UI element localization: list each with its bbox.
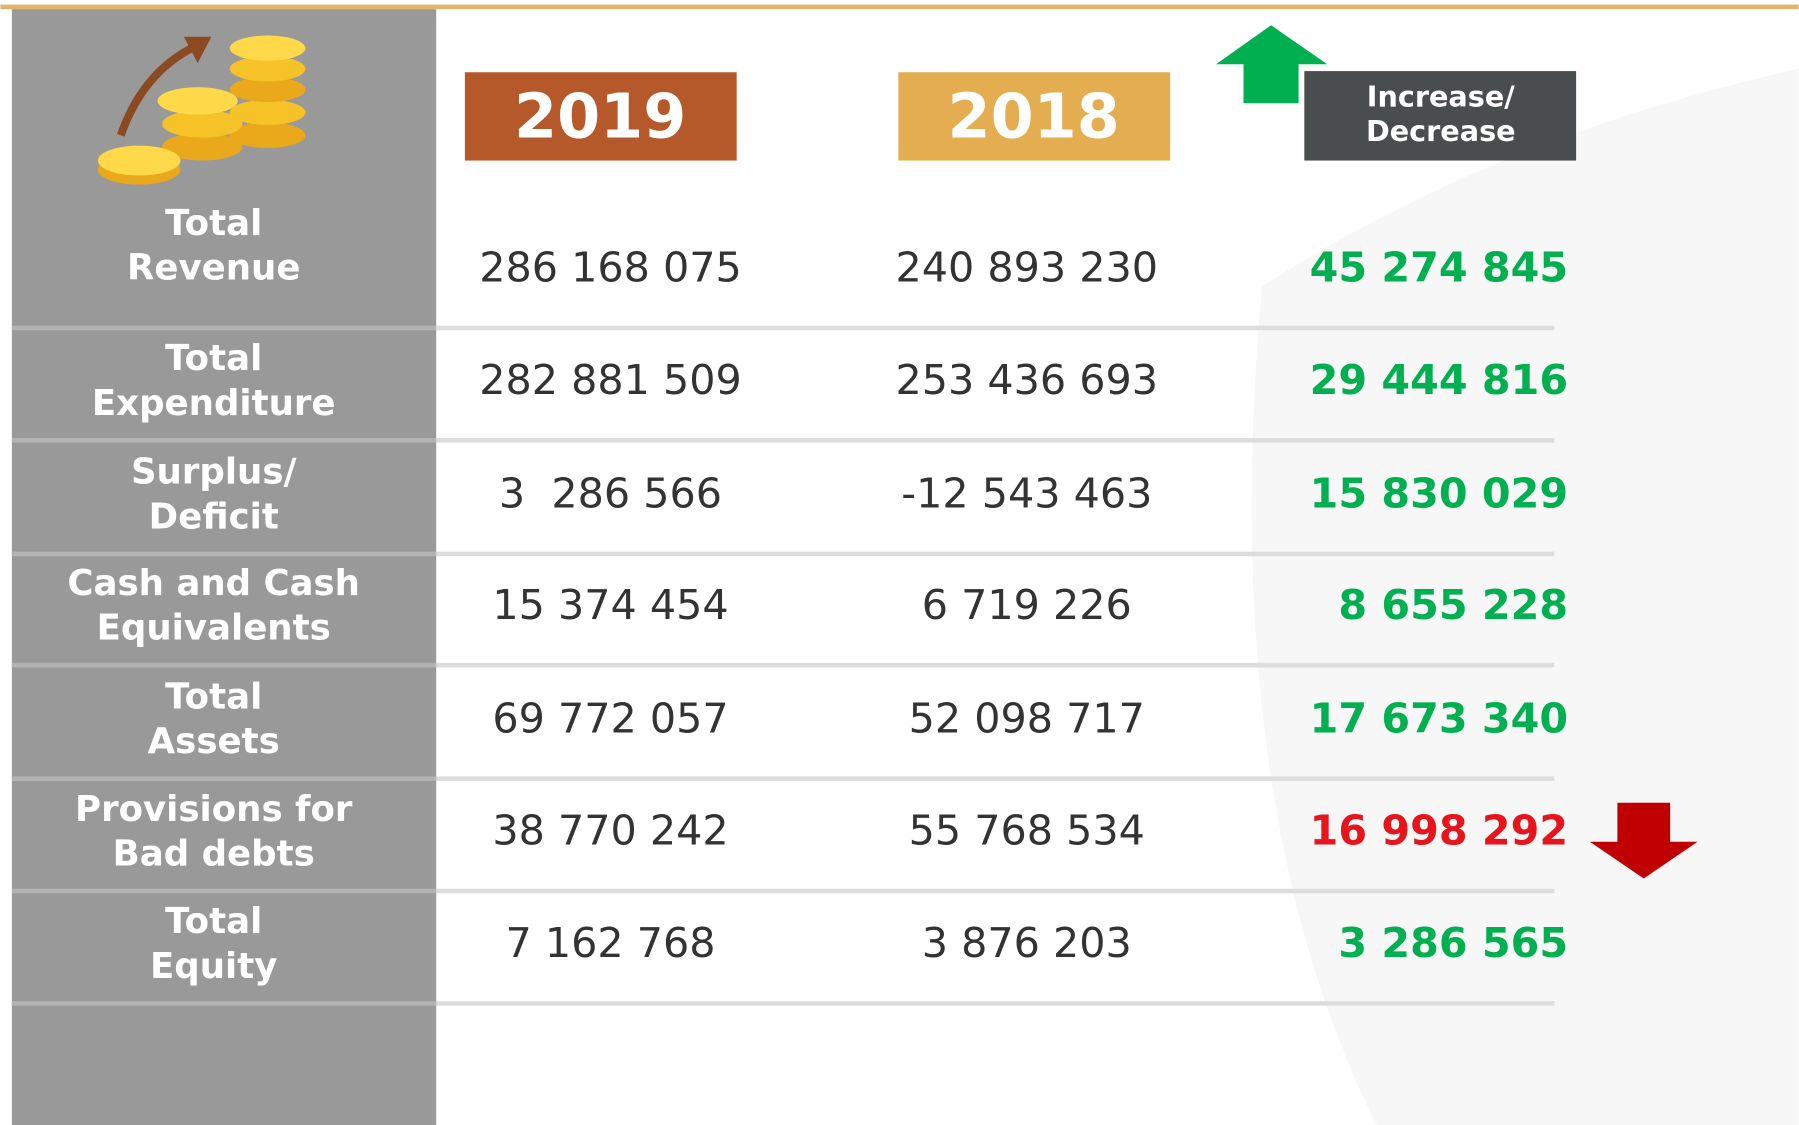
value-2018: 240 893 230 bbox=[896, 244, 1159, 292]
column-header: 2019 bbox=[514, 80, 686, 152]
label-separator bbox=[11, 1001, 437, 1006]
value-change: 29 444 816 bbox=[1310, 356, 1568, 404]
value-change: 45 274 845 bbox=[1310, 244, 1568, 292]
row-label: Expenditure bbox=[92, 383, 336, 424]
value-change: 15 830 029 bbox=[1310, 470, 1568, 518]
row-label: Deficit bbox=[149, 496, 279, 537]
row-label: Total bbox=[165, 676, 262, 717]
label-separator bbox=[11, 888, 437, 894]
value-2018: 3 876 203 bbox=[922, 919, 1132, 967]
value-change: 8 655 228 bbox=[1338, 581, 1568, 629]
top-border bbox=[0, 4, 1799, 10]
label-separator bbox=[11, 662, 437, 668]
row-label: Cash and Cash bbox=[67, 563, 360, 604]
label-separator bbox=[11, 438, 437, 443]
label-separator bbox=[11, 551, 437, 557]
row-label: Assets bbox=[148, 721, 280, 762]
row-separator bbox=[436, 438, 1555, 443]
row-label: Bad debts bbox=[113, 834, 315, 875]
row-separator bbox=[436, 888, 1555, 894]
row-label: Equivalents bbox=[97, 608, 331, 649]
row-label: Provisions for bbox=[75, 789, 353, 830]
value-2018: -12 543 463 bbox=[901, 470, 1152, 518]
value-2019: 69 772 057 bbox=[492, 694, 728, 742]
value-2019: 286 168 075 bbox=[479, 244, 742, 292]
value-2019: 282 881 509 bbox=[479, 356, 742, 404]
value-2018: 253 436 693 bbox=[896, 356, 1159, 404]
row-label: Total bbox=[165, 901, 262, 942]
label-separator bbox=[11, 776, 437, 781]
up-arrow bbox=[1216, 25, 1328, 104]
row-label: Surplus/ bbox=[131, 452, 297, 493]
value-2019: 38 770 242 bbox=[492, 807, 728, 855]
row-separator bbox=[436, 325, 1555, 331]
value-change: 16 998 292 bbox=[1310, 807, 1568, 855]
column-header: Increase/ bbox=[1367, 80, 1515, 114]
row-separator bbox=[436, 776, 1555, 781]
value-2018: 6 719 226 bbox=[922, 581, 1132, 629]
row-separator bbox=[436, 662, 1555, 668]
value-2018: 52 098 717 bbox=[909, 694, 1145, 742]
row-separator bbox=[436, 1001, 1555, 1006]
value-2019: 3 286 566 bbox=[499, 470, 722, 518]
coins-icon bbox=[97, 35, 306, 185]
row-label: Total bbox=[165, 338, 262, 379]
row-label: Revenue bbox=[127, 247, 300, 288]
column-header: Decrease bbox=[1366, 114, 1516, 148]
value-2019: 7 162 768 bbox=[506, 919, 716, 967]
value-2019: 15 374 454 bbox=[492, 581, 728, 629]
header-box bbox=[1304, 71, 1577, 161]
value-change: 17 673 340 bbox=[1310, 694, 1568, 742]
value-change: 3 286 565 bbox=[1338, 919, 1568, 967]
label-separator bbox=[11, 325, 437, 331]
row-label: Total bbox=[165, 203, 262, 244]
header-box bbox=[898, 72, 1171, 161]
value-2018: 55 768 534 bbox=[909, 807, 1145, 855]
row-label: Equity bbox=[150, 946, 277, 987]
label-panel bbox=[11, 9, 437, 1125]
column-header: 2018 bbox=[948, 80, 1120, 152]
row-separator bbox=[436, 551, 1555, 557]
header-box bbox=[464, 72, 737, 161]
down-arrow bbox=[1589, 802, 1698, 879]
